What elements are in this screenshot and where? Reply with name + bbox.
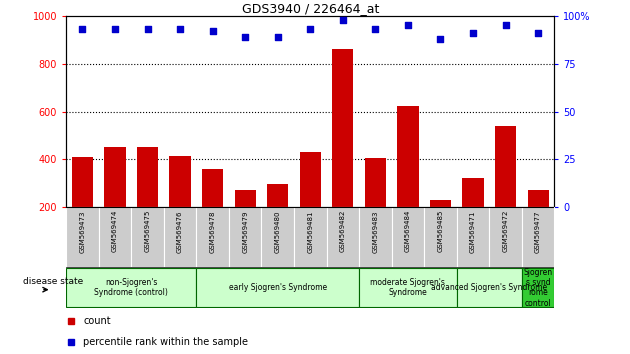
Text: GSM569485: GSM569485 [437,210,444,252]
Bar [164,207,197,267]
Text: non-Sjogren's
Syndrome (control): non-Sjogren's Syndrome (control) [94,278,168,297]
Bar [72,157,93,207]
Point [175,27,185,32]
Text: percentile rank within the sample: percentile rank within the sample [83,337,248,348]
Point [110,27,120,32]
Bar [457,268,522,307]
Bar [261,207,294,267]
Text: GSM569476: GSM569476 [177,210,183,253]
Bar [430,200,451,207]
Bar [332,49,353,207]
Text: GSM569480: GSM569480 [275,210,281,253]
Point [468,30,478,36]
Bar [457,207,490,267]
Point [370,27,381,32]
Point [533,30,543,36]
Bar [359,268,457,307]
Bar [105,147,125,207]
Text: GSM569472: GSM569472 [503,210,508,252]
Bar [234,190,256,207]
Bar [66,207,99,267]
Bar [522,207,554,267]
Bar [462,178,484,207]
Bar [522,268,554,307]
Bar [202,169,223,207]
Bar [197,207,229,267]
Bar [359,207,392,267]
Bar [495,126,516,207]
Text: GSM569481: GSM569481 [307,210,313,253]
Text: count: count [83,316,111,326]
Text: GSM569473: GSM569473 [79,210,86,253]
Bar [66,268,197,307]
Bar [424,207,457,267]
Text: moderate Sjogren's
Syndrome: moderate Sjogren's Syndrome [370,278,445,297]
Text: GSM569483: GSM569483 [372,210,379,253]
Text: advanced Sjogren's Syndrome: advanced Sjogren's Syndrome [432,283,547,292]
Bar [197,268,359,307]
Text: Sjogren
s synd
rome
control: Sjogren s synd rome control [524,268,553,308]
Bar [365,158,386,207]
Bar [300,152,321,207]
Point [273,34,283,40]
Text: disease state: disease state [23,277,83,286]
Text: GSM569478: GSM569478 [210,210,215,253]
Text: early Sjogren's Syndrome: early Sjogren's Syndrome [229,283,327,292]
Point [77,27,88,32]
Point [338,17,348,23]
Point [305,27,315,32]
Point [142,27,152,32]
Bar [99,207,131,267]
Text: GSM569482: GSM569482 [340,210,346,252]
Bar [398,105,418,207]
Bar [137,147,158,207]
Text: GSM569484: GSM569484 [405,210,411,252]
Bar [490,207,522,267]
Bar [527,190,549,207]
Text: GSM569475: GSM569475 [144,210,151,252]
Title: GDS3940 / 226464_at: GDS3940 / 226464_at [241,2,379,15]
Bar [267,184,289,207]
Bar [392,207,424,267]
Bar [229,207,261,267]
Bar [326,207,359,267]
Text: GSM569477: GSM569477 [535,210,541,253]
Bar [169,156,191,207]
Point [500,23,510,28]
Text: GSM569471: GSM569471 [470,210,476,253]
Text: GSM569474: GSM569474 [112,210,118,252]
Point [240,34,250,40]
Point [207,28,218,34]
Text: GSM569479: GSM569479 [242,210,248,253]
Point [403,23,413,28]
Bar [131,207,164,267]
Bar [294,207,326,267]
Point [435,36,445,42]
